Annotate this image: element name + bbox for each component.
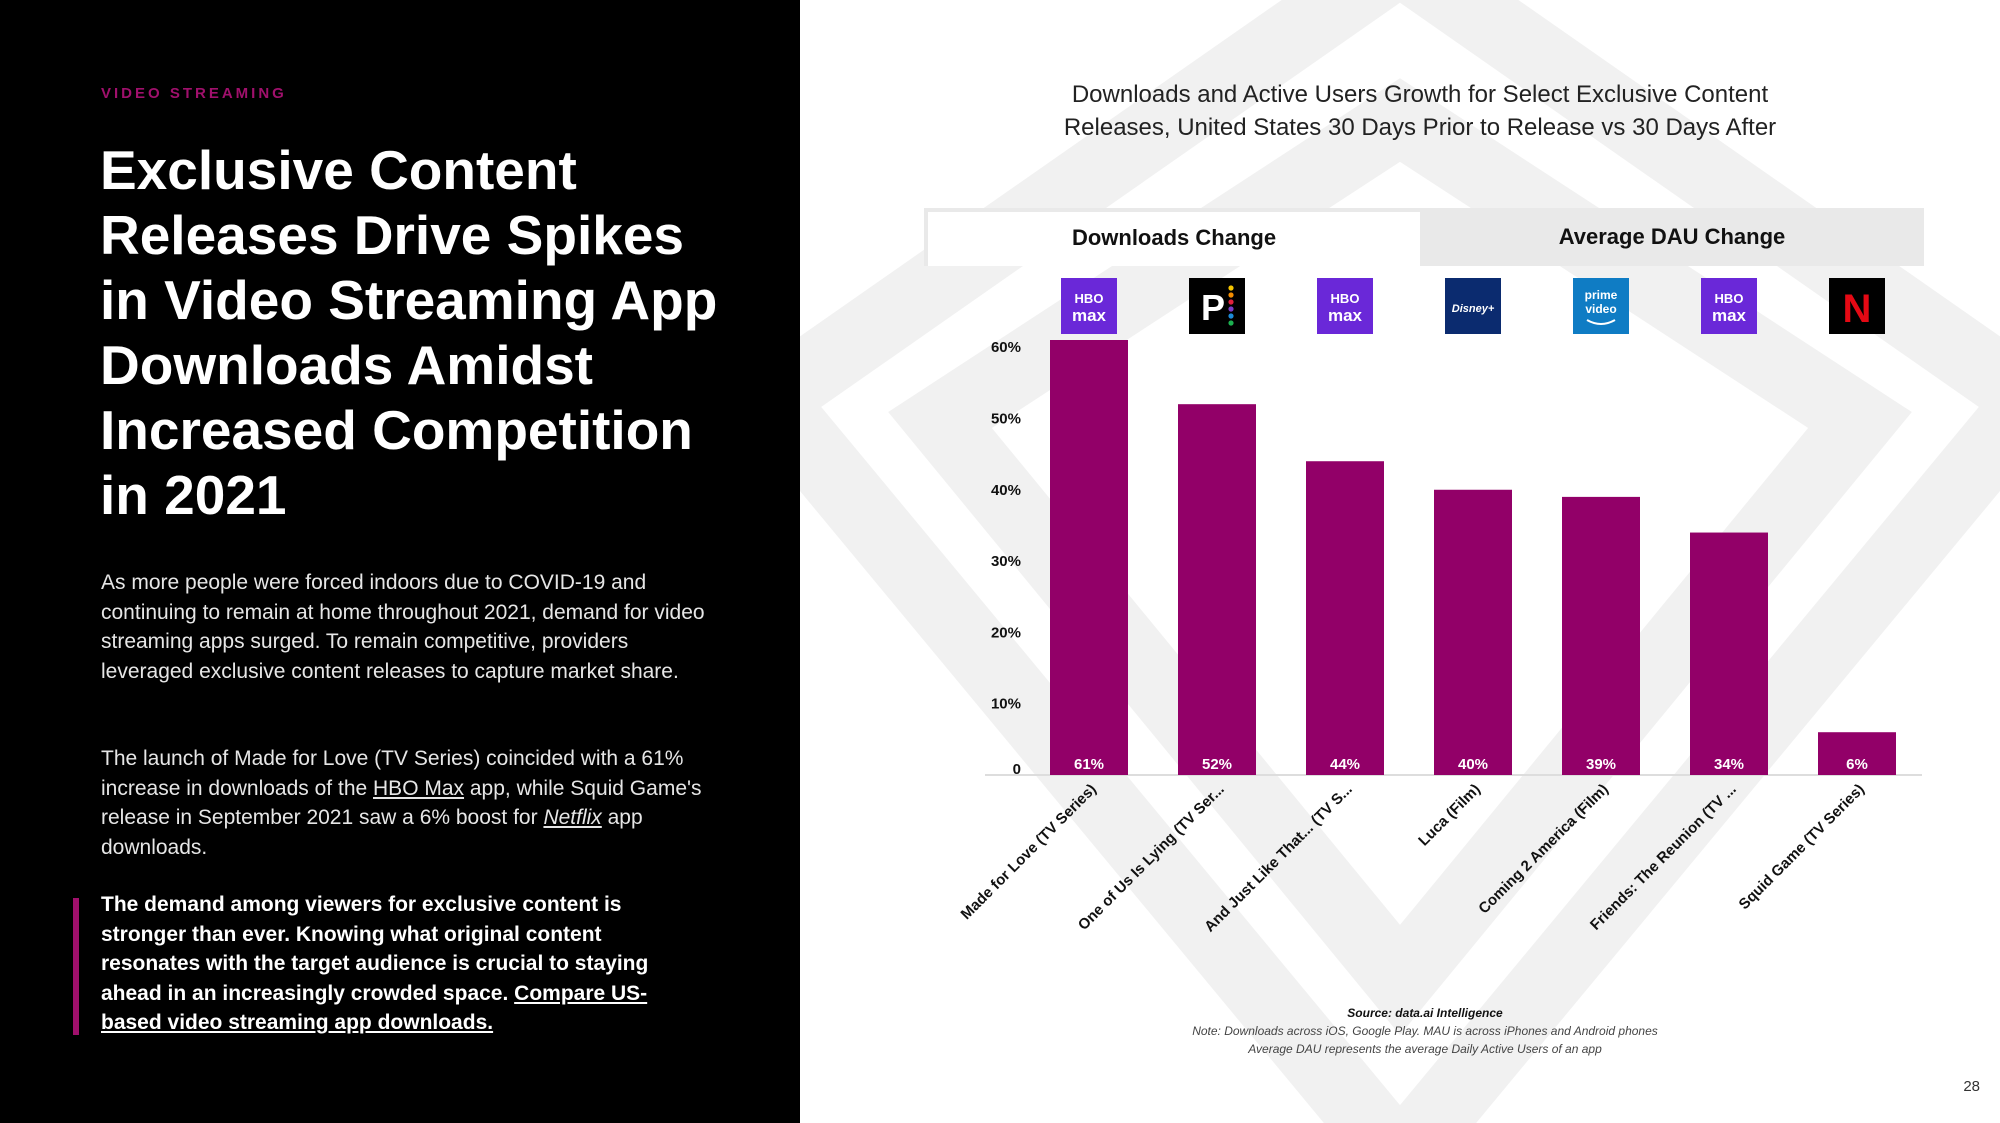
netflix-icon: N: [1829, 278, 1885, 334]
app-icon-tile: [1445, 278, 1501, 334]
bar-data-label: 44%: [1330, 756, 1360, 773]
peacock-dot: [1228, 299, 1234, 305]
app-icon-tile: [1061, 278, 1117, 334]
x-tick-label: Friends: The Reunion (TV ...: [1587, 781, 1740, 934]
detail-text-c: app downloads.: [101, 806, 643, 859]
bar-data-label: 40%: [1458, 756, 1488, 773]
app-icon-tile: [1189, 278, 1245, 334]
y-tick-label: 0: [1013, 761, 1021, 778]
prime-smile: [1586, 319, 1616, 325]
logo-text-bottom: max: [1712, 306, 1747, 325]
netflix-link[interactable]: Netflix: [543, 806, 602, 829]
bar[interactable]: [1178, 404, 1256, 775]
source-note: Source: data.ai Intelligence: [1347, 1006, 1503, 1020]
callout-text: The demand among viewers for exclusive c…: [101, 893, 649, 1005]
footnote-dau: Average DAU represents the average Daily…: [1248, 1042, 1602, 1056]
y-tick-label: 10%: [991, 696, 1021, 713]
logo-text-bottom: video: [1585, 302, 1616, 316]
bar[interactable]: [1818, 732, 1896, 775]
intro-paragraph: As more people were forced indoors due t…: [101, 571, 705, 683]
disney-plus-icon: Disney+: [1445, 278, 1501, 334]
section-eyebrow: VIDEO STREAMING: [101, 85, 287, 102]
x-tick-label: Made for Love (TV Series): [958, 781, 1100, 923]
bar[interactable]: [1306, 461, 1384, 775]
chart-tabs: Downloads Change Average DAU Change: [924, 208, 1924, 266]
bar[interactable]: [1050, 340, 1128, 775]
bar-data-label: 61%: [1074, 756, 1104, 773]
logo-text-top: prime: [1585, 288, 1618, 302]
logo-text-top: HBO: [1075, 291, 1104, 306]
logo-text-top: Disney+: [1452, 303, 1495, 315]
app-icon-tile: [1317, 278, 1373, 334]
chart-title: Downloads and Active Users Growth for Se…: [1063, 81, 1777, 141]
peacock-icon: P: [1189, 278, 1245, 334]
detail-text-b: app, while Squid Game's release in Septe…: [101, 776, 702, 830]
y-axis: 0 10% 20% 30% 40% 50% 60%: [991, 339, 1021, 778]
y-tick-label: 40%: [991, 482, 1021, 499]
bar[interactable]: [1562, 496, 1640, 775]
logo-text-bottom: max: [1328, 306, 1363, 325]
peacock-dot: [1228, 313, 1234, 319]
bar-data-label: 52%: [1202, 756, 1232, 773]
x-tick-label: And Just Like That... (TV S...: [1201, 781, 1356, 936]
compare-downloads-link[interactable]: Compare US-based video streaming app dow…: [101, 981, 648, 1035]
x-tick-label: Squid Game (TV Series): [1736, 781, 1868, 913]
app-icon-tile: [1829, 278, 1885, 334]
y-tick-label: 60%: [991, 339, 1021, 356]
app-icon-tile: [1701, 278, 1757, 334]
logo-text-top: HBO: [1331, 291, 1360, 306]
bar-data-label: 6%: [1846, 756, 1868, 773]
detail-text-a: The launch of Made for Love (TV Series) …: [101, 747, 684, 800]
bar[interactable]: [1690, 532, 1768, 775]
y-tick-label: 50%: [991, 410, 1021, 427]
x-tick-label: Coming 2 America (Film): [1475, 781, 1612, 918]
tab-downloads-change[interactable]: Downloads Change: [924, 208, 1420, 266]
page-title: Exclusive Content Releases Drive Spikes …: [100, 139, 718, 526]
bar[interactable]: [1434, 489, 1512, 775]
x-tick-label: One of Us Is Lying (TV Ser...: [1075, 781, 1228, 934]
logo-text-top: P: [1201, 287, 1225, 328]
detail-paragraph: The launch of Made for Love (TV Series) …: [101, 744, 721, 862]
y-tick-label: 20%: [991, 624, 1021, 641]
page-number: 28: [1963, 1078, 1980, 1095]
callout-paragraph: The demand among viewers for exclusive c…: [101, 890, 701, 1038]
peacock-dot: [1228, 285, 1234, 291]
peacock-dot: [1228, 292, 1234, 298]
logo-text-bottom: max: [1072, 306, 1107, 325]
logo-text-top: HBO: [1715, 291, 1744, 306]
tab-average-dau-change[interactable]: Average DAU Change: [1558, 224, 1786, 249]
peacock-dot: [1228, 320, 1234, 326]
x-tick-label: Luca (Film): [1415, 781, 1484, 850]
hbo-max-link[interactable]: HBO Max: [373, 776, 465, 800]
logo-text-top: N: [1843, 287, 1872, 331]
y-tick-label: 30%: [991, 553, 1021, 570]
bars-group: 61% 52% 44% 40% 39% 34% 6%: [1050, 340, 1896, 775]
callout-accent-bar: [73, 898, 79, 1035]
footnote-platforms: Note: Downloads across iOS, Google Play.…: [1192, 1024, 1658, 1038]
peacock-dot: [1228, 306, 1234, 312]
x-axis: Made for Love (TV Series)One of Us Is Ly…: [958, 781, 1868, 936]
left-panel: VIDEO STREAMING Exclusive Content Releas…: [0, 0, 800, 1123]
bar-data-label: 39%: [1586, 756, 1616, 773]
bar-data-label: 34%: [1714, 756, 1744, 773]
